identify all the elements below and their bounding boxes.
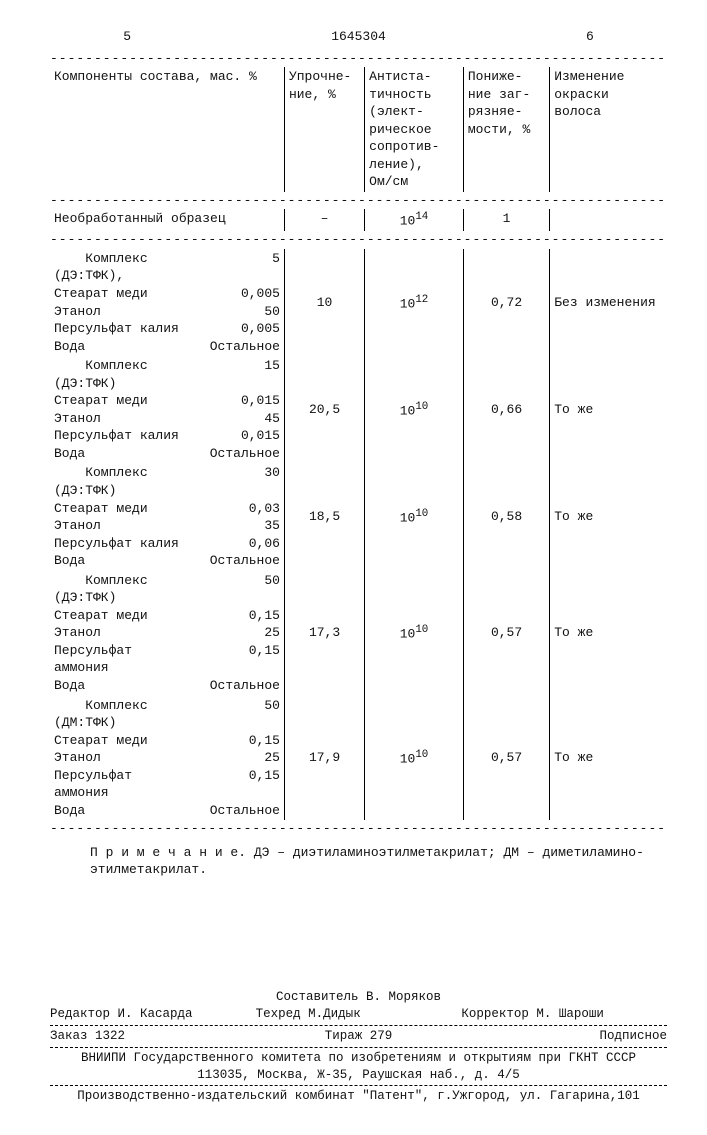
rule: ----------------------------------------…: [50, 820, 667, 838]
cell: 1010: [365, 463, 464, 570]
col4-header: Пониже- ние заг- рязняе- мости, %: [463, 67, 549, 192]
cell: 17,3: [284, 571, 364, 696]
cell: То же: [550, 571, 667, 696]
editor: Редактор И. Касарда: [50, 1006, 256, 1023]
untreated-label: Необработанный образец: [50, 209, 284, 231]
cell: То же: [550, 696, 667, 821]
footnote: П р и м е ч а н и е. ДЭ – диэтиламиноэти…: [50, 844, 667, 879]
cell: 20,5: [284, 356, 364, 463]
table-row: Комплекс (ДЭ:ТФК)30Стеарат меди0,03Этано…: [50, 463, 667, 570]
page-left: 5: [50, 28, 204, 46]
page-numbers: 5 1645304 6: [50, 28, 667, 46]
cell: 1: [463, 209, 549, 231]
data-table-body: Необработанный образец – 1014 1: [50, 209, 667, 231]
col3-header: Антиста- тичность (элект- рическое сопро…: [365, 67, 464, 192]
order: Заказ 1322: [50, 1028, 256, 1045]
cell: 0,57: [463, 696, 549, 821]
cell: Без изменения: [550, 249, 667, 356]
footer: Составитель В. Моряков Редактор И. Касар…: [50, 989, 667, 1105]
addr1: 113035, Москва, Ж-35, Раушская наб., д. …: [50, 1067, 667, 1084]
data-rows: Комплекс (ДЭ:ТФК),5Стеарат меди0,005Этан…: [50, 249, 667, 821]
col1-header: Компоненты состава, мас. %: [50, 67, 284, 192]
cell: 1010: [365, 571, 464, 696]
cell: –: [284, 209, 364, 231]
rule: ----------------------------------------…: [50, 231, 667, 249]
cell: 1010: [365, 356, 464, 463]
cell: 1010: [365, 696, 464, 821]
table-row: Комплекс (ДЭ:ТФК)50Стеарат меди0,15Этано…: [50, 571, 667, 696]
composition-cell: Комплекс (ДМ:ТФК)50Стеарат меди0,15Этано…: [50, 696, 284, 821]
cell: 18,5: [284, 463, 364, 570]
page-right: 6: [513, 28, 667, 46]
cell: То же: [550, 463, 667, 570]
cell: 0,72: [463, 249, 549, 356]
cell: То же: [550, 356, 667, 463]
table-row: Комплекс (ДЭ:ТФК),5Стеарат меди0,005Этан…: [50, 249, 667, 356]
composition-cell: Комплекс (ДЭ:ТФК),5Стеарат меди0,005Этан…: [50, 249, 284, 356]
corrector: Корректор М. Шароши: [461, 1006, 667, 1023]
col2-header: Упрочне- ние, %: [284, 67, 364, 192]
vniipi: ВНИИПИ Государственного комитета по изоб…: [50, 1050, 667, 1067]
cell: 1014: [365, 209, 464, 231]
cell: 1012: [365, 249, 464, 356]
untreated-row: Необработанный образец – 1014 1: [50, 209, 667, 231]
table-row: Комплекс (ДМ:ТФК)50Стеарат меди0,15Этано…: [50, 696, 667, 821]
col5-header: Изменение окраски волоса: [550, 67, 667, 192]
cell: [550, 209, 667, 231]
composition-cell: Комплекс (ДЭ:ТФК)15Стеарат меди0,015Этан…: [50, 356, 284, 463]
data-table: Компоненты состава, мас. % Упрочне- ние,…: [50, 67, 667, 192]
tirazh: Тираж 279: [256, 1028, 462, 1045]
rule: ----------------------------------------…: [50, 50, 667, 68]
rule: ----------------------------------------…: [50, 192, 667, 210]
patent-number: 1645304: [204, 28, 513, 46]
cell: 17,9: [284, 696, 364, 821]
cell: 0,57: [463, 571, 549, 696]
podpis: Подписное: [461, 1028, 667, 1045]
tech: Техред М.Дидык: [256, 1006, 462, 1023]
cell: 0,66: [463, 356, 549, 463]
cell: 0,58: [463, 463, 549, 570]
table-row: Комплекс (ДЭ:ТФК)15Стеарат меди0,015Этан…: [50, 356, 667, 463]
compiler: Составитель В. Моряков: [50, 989, 667, 1006]
composition-cell: Комплекс (ДЭ:ТФК)30Стеарат меди0,03Этано…: [50, 463, 284, 570]
addr2: Производственно-издательский комбинат "П…: [50, 1088, 667, 1105]
cell: 10: [284, 249, 364, 356]
composition-cell: Комплекс (ДЭ:ТФК)50Стеарат меди0,15Этано…: [50, 571, 284, 696]
